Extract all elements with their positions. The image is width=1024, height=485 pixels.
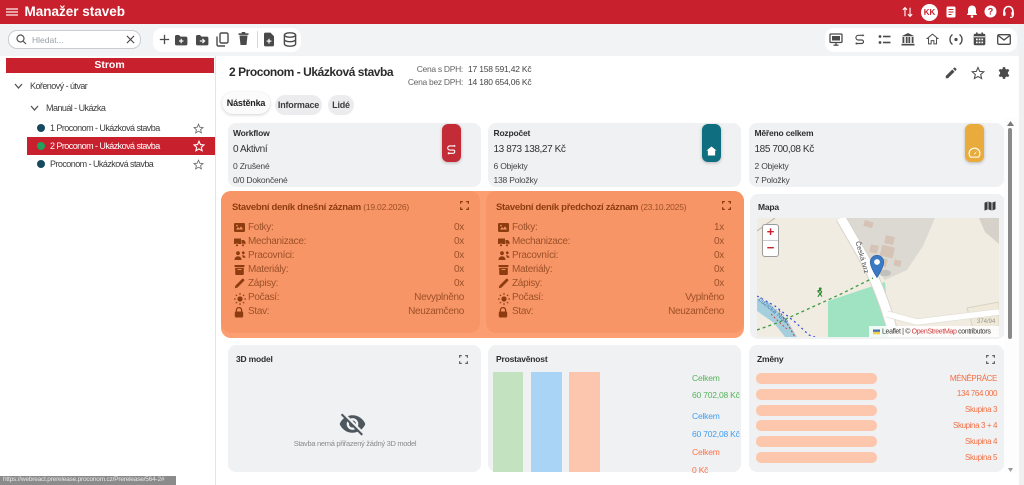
svg-text:374/94: 374/94: [977, 319, 996, 325]
svg-text:Leaflet | © OpenStreetMap cont: Leaflet | © OpenStreetMap contributors: [882, 328, 991, 336]
svg-text:?: ?: [988, 7, 994, 17]
